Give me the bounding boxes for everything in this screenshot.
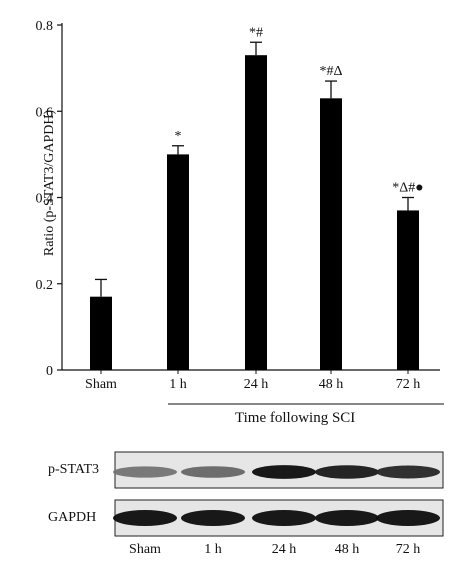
significance-marker: *# (249, 25, 263, 40)
significance-marker: *Δ#● (392, 181, 423, 196)
axes: 0 0.2 0.4 0.6 0.8 (36, 19, 444, 405)
bars: * *# *#Δ *Δ#● (90, 25, 424, 370)
significance-marker: *#Δ (319, 64, 342, 79)
blot-lane-label: 48 h (335, 542, 360, 557)
blot-lane-label: Sham (129, 542, 161, 557)
blot-band (181, 466, 245, 478)
western-blot: Sham 1 h 24 h 48 h 72 h (113, 451, 444, 557)
x-tick-label: 24 h (244, 377, 269, 392)
blot-band (376, 510, 440, 526)
bar (167, 154, 189, 370)
x-tick-label: 72 h (396, 377, 421, 392)
blot-band (113, 466, 177, 478)
x-tick-label: 48 h (319, 377, 344, 392)
x-tick-labels: Sham 1 h 24 h 48 h 72 h (85, 377, 420, 392)
blot-band (113, 510, 177, 526)
bar (320, 98, 342, 370)
blot-lane-label: 1 h (204, 542, 222, 557)
blot-band (315, 465, 379, 479)
blot-lane-label: 72 h (396, 542, 421, 557)
x-tick-label: 1 h (169, 377, 187, 392)
bar (397, 210, 419, 370)
y-tick-label: 0.4 (36, 192, 54, 207)
bar (90, 296, 112, 370)
x-tick-label: Sham (85, 377, 117, 392)
blot-band (315, 510, 379, 526)
blot-lane-label: 24 h (272, 542, 297, 557)
bar (245, 55, 267, 370)
x-axis-title: Time following SCI (235, 410, 356, 426)
blot-band (181, 510, 245, 526)
blot-band (252, 510, 316, 526)
y-tick-label: 0.2 (36, 278, 54, 293)
y-axis-label: Ratio (p-STAT3/GAPDH) (42, 109, 57, 257)
blot-band (376, 465, 440, 479)
blot-row-label-gapdh: GAPDH (48, 510, 97, 525)
significance-marker: * (175, 129, 182, 144)
y-tick-label: 0 (46, 364, 53, 379)
blot-row-label-pstat3: p-STAT3 (48, 462, 99, 477)
blot-band (252, 465, 316, 479)
y-tick-label: 0.6 (36, 105, 54, 120)
y-tick-label: 0.8 (36, 19, 54, 34)
